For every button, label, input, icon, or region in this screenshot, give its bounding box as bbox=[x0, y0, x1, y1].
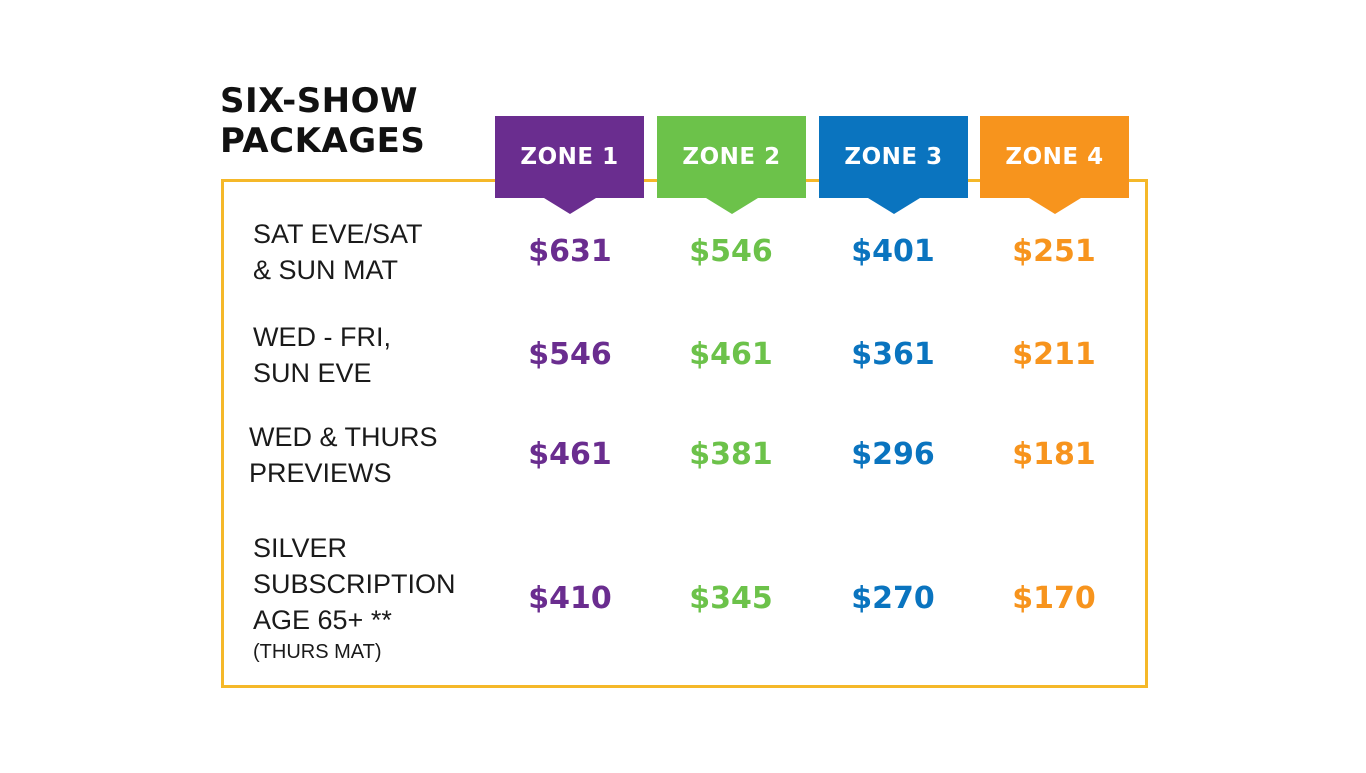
zone-3-tab: ZONE 3 bbox=[819, 116, 968, 214]
package-row-label-line: SUBSCRIPTION bbox=[253, 569, 456, 599]
package-row-label-line: WED - FRI, bbox=[253, 322, 391, 352]
package-row-label-line: SUN EVE bbox=[253, 358, 372, 388]
price-row-3-zone-2: $381 bbox=[689, 437, 773, 472]
package-row-label-line: AGE 65+ ** bbox=[253, 605, 392, 635]
price-row-1-zone-4: $251 bbox=[1012, 234, 1096, 269]
price-row-2-zone-3: $361 bbox=[851, 337, 935, 372]
price-row-3-zone-4: $181 bbox=[1012, 437, 1096, 472]
package-row-label-line: PREVIEWS bbox=[249, 458, 392, 488]
package-row-note: (THURS MAT) bbox=[253, 641, 382, 663]
price-row-4-zone-1: $410 bbox=[528, 581, 612, 616]
price-row-4-zone-4: $170 bbox=[1012, 581, 1096, 616]
package-row-1-label: SAT EVE/SAT & SUN MAT bbox=[253, 216, 423, 288]
price-row-4-zone-2: $345 bbox=[689, 581, 773, 616]
price-row-1-zone-3: $401 bbox=[851, 234, 935, 269]
package-title-line-2: PACKAGES bbox=[220, 121, 426, 161]
package-row-label-line: & SUN MAT bbox=[253, 255, 399, 285]
price-row-1-zone-1: $631 bbox=[528, 234, 612, 269]
package-title-line-1: SIX-SHOW bbox=[220, 81, 419, 121]
price-row-2-zone-4: $211 bbox=[1012, 337, 1096, 372]
package-row-3-label: WED & THURS PREVIEWS bbox=[249, 419, 438, 491]
package-row-4-label: SILVER SUBSCRIPTION AGE 65+ ** (THURS MAT) bbox=[253, 530, 456, 666]
price-row-3-zone-1: $461 bbox=[528, 437, 612, 472]
package-title: SIX-SHOW PACKAGES bbox=[220, 81, 425, 161]
package-row-label-line: SAT EVE/SAT bbox=[253, 219, 423, 249]
package-row-label-line: SILVER bbox=[253, 533, 348, 563]
zone-2-tab: ZONE 2 bbox=[657, 116, 806, 214]
package-row-2-label: WED - FRI, SUN EVE bbox=[253, 319, 391, 391]
price-row-4-zone-3: $270 bbox=[851, 581, 935, 616]
price-row-2-zone-2: $461 bbox=[689, 337, 773, 372]
zone-1-tab: ZONE 1 bbox=[495, 116, 644, 214]
price-row-2-zone-1: $546 bbox=[528, 337, 612, 372]
zone-4-tab: ZONE 4 bbox=[980, 116, 1129, 214]
package-row-label-line: WED & THURS bbox=[249, 422, 438, 452]
price-row-1-zone-2: $546 bbox=[689, 234, 773, 269]
price-row-3-zone-3: $296 bbox=[851, 437, 935, 472]
